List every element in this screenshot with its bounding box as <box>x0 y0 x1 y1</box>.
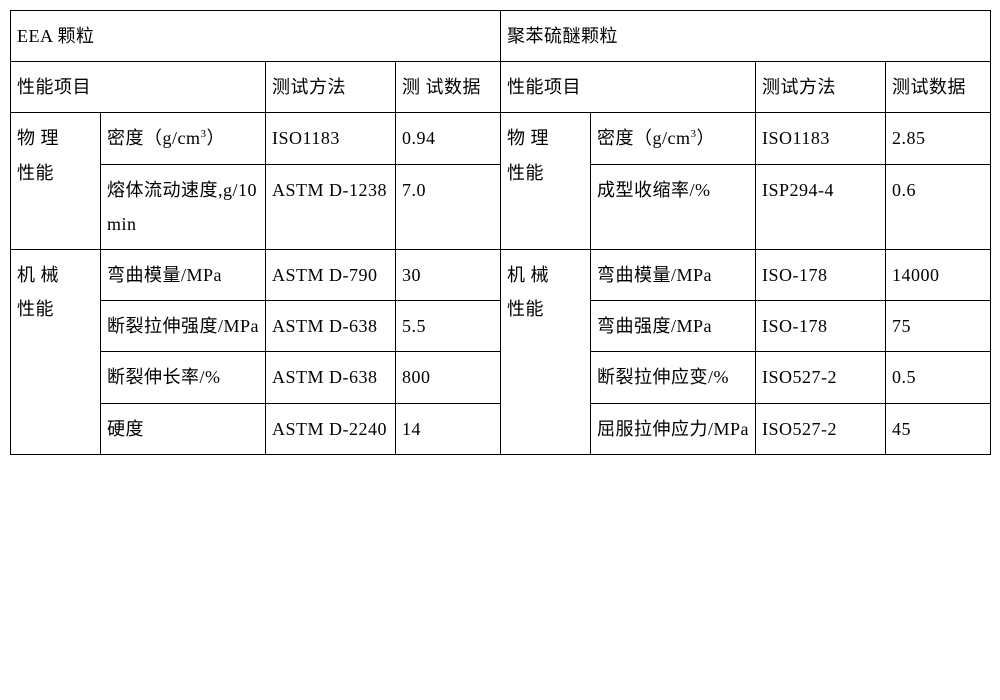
cell-method: ASTM D-1238 <box>266 164 396 249</box>
cell-value: 14 <box>396 403 501 454</box>
cell-method: ISO1183 <box>756 113 886 164</box>
cell-prop: 硬度 <box>101 403 266 454</box>
cell-value: 0.94 <box>396 113 501 164</box>
cell-value: 5.5 <box>396 301 501 352</box>
cell-method: ISP294-4 <box>756 164 886 249</box>
cell-value: 0.5 <box>886 352 991 403</box>
cell-value: 30 <box>396 249 501 300</box>
table-row: EEA 颗粒 聚苯硫醚颗粒 <box>11 11 991 62</box>
properties-table: EEA 颗粒 聚苯硫醚颗粒 性能项目 测试方法 测 试数据 性能项目 测试方法 … <box>10 10 991 455</box>
cell-value: 75 <box>886 301 991 352</box>
cell-prop: 密度（g/cm3） <box>591 113 756 164</box>
cell-value: 800 <box>396 352 501 403</box>
cell-method: ASTM D-790 <box>266 249 396 300</box>
cell-method: ISO1183 <box>266 113 396 164</box>
table-row: 机 械性能 弯曲模量/MPa ASTM D-790 30 机 械性能 弯曲模量/… <box>11 249 991 300</box>
cell-value: 14000 <box>886 249 991 300</box>
cell-value: 45 <box>886 403 991 454</box>
table-row: 物 理性能 密度（g/cm3） ISO1183 0.94 物 理性能 密度（g/… <box>11 113 991 164</box>
right-header-data: 测试数据 <box>886 62 991 113</box>
cell-prop: 成型收缩率/% <box>591 164 756 249</box>
cell-prop: 弯曲模量/MPa <box>591 249 756 300</box>
left-header-item: 性能项目 <box>11 62 266 113</box>
cell-prop: 断裂拉伸强度/MPa <box>101 301 266 352</box>
left-group-physical: 物 理性能 <box>11 113 101 250</box>
cell-value: 2.85 <box>886 113 991 164</box>
right-header-method: 测试方法 <box>756 62 886 113</box>
cell-prop: 密度（g/cm3） <box>101 113 266 164</box>
cell-prop: 屈服拉伸应力/MPa <box>591 403 756 454</box>
cell-method: ISO-178 <box>756 301 886 352</box>
cell-value: 7.0 <box>396 164 501 249</box>
left-header-method: 测试方法 <box>266 62 396 113</box>
right-header-item: 性能项目 <box>501 62 756 113</box>
cell-prop: 弯曲强度/MPa <box>591 301 756 352</box>
cell-method: ISO527-2 <box>756 352 886 403</box>
left-group-mechanical: 机 械性能 <box>11 249 101 454</box>
cell-prop: 断裂拉伸应变/% <box>591 352 756 403</box>
cell-method: ASTM D-2240 <box>266 403 396 454</box>
right-group-physical: 物 理性能 <box>501 113 591 250</box>
cell-prop: 弯曲模量/MPa <box>101 249 266 300</box>
right-title: 聚苯硫醚颗粒 <box>501 11 991 62</box>
cell-prop: 熔体流动速度,g/10min <box>101 164 266 249</box>
cell-method: ISO-178 <box>756 249 886 300</box>
cell-method: ASTM D-638 <box>266 352 396 403</box>
right-group-mechanical: 机 械性能 <box>501 249 591 454</box>
left-title: EEA 颗粒 <box>11 11 501 62</box>
cell-method: ISO527-2 <box>756 403 886 454</box>
cell-method: ASTM D-638 <box>266 301 396 352</box>
left-header-data: 测 试数据 <box>396 62 501 113</box>
table-row: 性能项目 测试方法 测 试数据 性能项目 测试方法 测试数据 <box>11 62 991 113</box>
cell-prop: 断裂伸长率/% <box>101 352 266 403</box>
cell-value: 0.6 <box>886 164 991 249</box>
